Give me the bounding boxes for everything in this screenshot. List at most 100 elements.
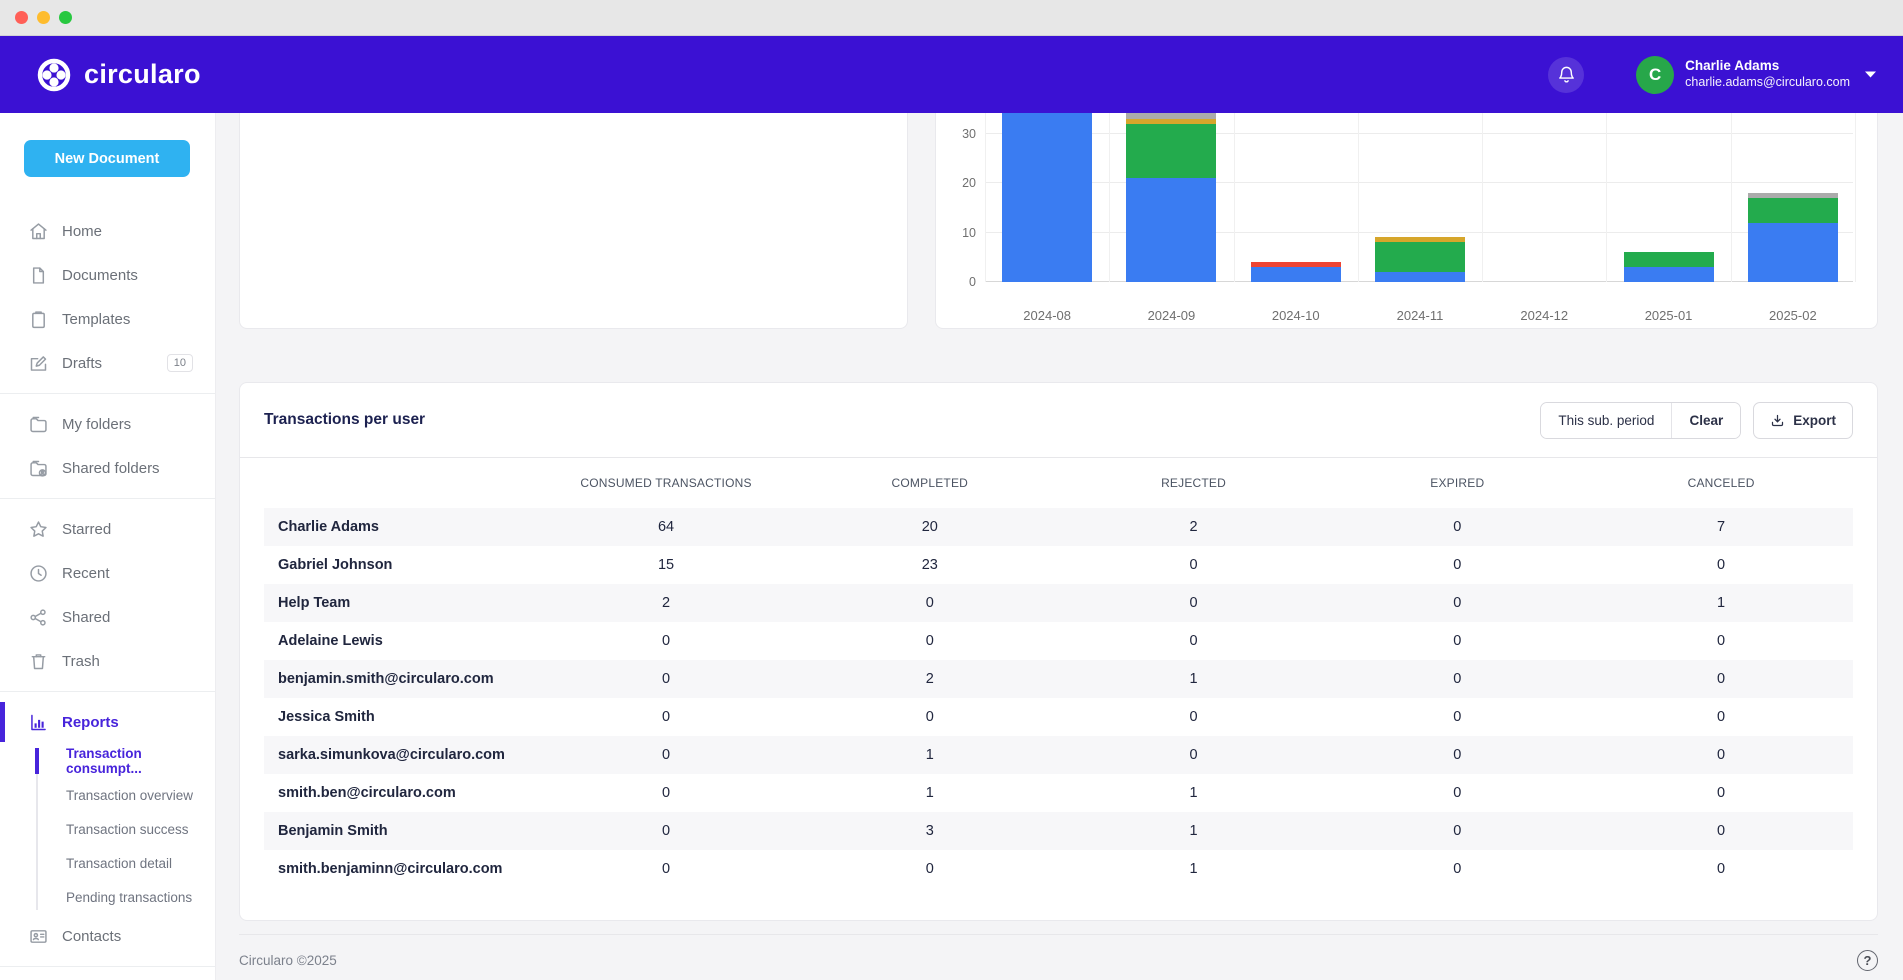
user-avatar[interactable]: C <box>1636 56 1674 94</box>
gridline <box>1482 113 1483 282</box>
bar-segment-green-2025-01[interactable] <box>1624 252 1714 267</box>
value-cell: 20 <box>798 508 1062 546</box>
y-axis-tick-label: 20 <box>962 176 985 190</box>
drafts-count-badge: 10 <box>167 354 193 372</box>
gridline <box>1606 113 1607 282</box>
gridline <box>1234 113 1235 282</box>
close-window-button[interactable] <box>15 11 28 24</box>
sidebar-item-label: Shared <box>62 609 110 626</box>
column-header-consumed-transactions: CONSUMED TRANSACTIONS <box>534 458 798 508</box>
x-axis-label: 2024-12 <box>1482 308 1606 323</box>
export-button[interactable]: Export <box>1753 402 1853 439</box>
bar-segment-blue-2025-02[interactable] <box>1748 223 1838 282</box>
table-row: Benjamin Smith03100 <box>264 812 1853 850</box>
value-cell: 1 <box>798 774 1062 812</box>
bar-segment-green-2024-09[interactable] <box>1126 124 1216 178</box>
table-row: smith.ben@circularo.com01100 <box>264 774 1853 812</box>
value-cell: 0 <box>1589 850 1853 888</box>
sidebar-item-documents[interactable]: Documents <box>0 253 215 297</box>
bar-segment-gray-2024-09[interactable] <box>1126 113 1216 119</box>
value-cell: 0 <box>1589 812 1853 850</box>
reports-subnav: Transaction consumpt...Transaction overv… <box>0 744 215 914</box>
sidebar-item-my-folders[interactable]: My folders <box>0 402 215 446</box>
this-sub-period-button[interactable]: This sub. period <box>1541 403 1671 438</box>
x-axis-label: 2025-01 <box>1606 308 1730 323</box>
bar-segment-gray-2025-02[interactable] <box>1748 193 1838 198</box>
clear-button[interactable]: Clear <box>1671 403 1740 438</box>
value-cell: 0 <box>534 774 798 812</box>
bar-segment-yellow-2024-11[interactable] <box>1375 237 1465 242</box>
notifications-button[interactable] <box>1548 57 1584 93</box>
sidebar-item-shared[interactable]: Shared <box>0 595 215 639</box>
sidebar-divider <box>0 393 215 394</box>
bar-segment-green-2024-11[interactable] <box>1375 242 1465 272</box>
table-row: smith.benjaminn@circularo.com00100 <box>264 850 1853 888</box>
sidebar-item-label: Starred <box>62 521 111 538</box>
sidebar-item-recent[interactable]: Recent <box>0 551 215 595</box>
value-cell: 0 <box>1589 622 1853 660</box>
value-cell: 0 <box>534 622 798 660</box>
bell-icon <box>1557 65 1576 84</box>
x-axis-label: 2024-11 <box>1358 308 1482 323</box>
brand-logo[interactable]: circularo <box>36 57 201 93</box>
sidebar-divider <box>0 691 215 692</box>
sidebar-item-starred[interactable]: Starred <box>0 507 215 551</box>
subnav-item-transaction-detail[interactable]: Transaction detail <box>0 846 215 880</box>
value-cell: 0 <box>1062 546 1326 584</box>
export-label: Export <box>1793 413 1836 428</box>
sidebar-item-trash[interactable]: Trash <box>0 639 215 683</box>
sidebar-item-label: Trash <box>62 653 100 670</box>
gridline <box>985 232 1853 233</box>
sidebar-item-home[interactable]: Home <box>0 209 215 253</box>
sidebar-nav: Home DocumentsTemplates Drafts 10 My folders… <box>0 209 215 967</box>
value-cell: 1 <box>1062 812 1326 850</box>
subnav-item-transaction-success[interactable]: Transaction success <box>0 812 215 846</box>
sidebar-item-label: Drafts <box>62 355 102 372</box>
help-button[interactable]: ? <box>1857 950 1878 971</box>
value-cell: 0 <box>1062 698 1326 736</box>
value-cell: 23 <box>798 546 1062 584</box>
value-cell: 0 <box>1325 812 1589 850</box>
sidebar-item-label: Home <box>62 223 102 240</box>
sidebar-item-reports[interactable]: Reports <box>0 700 215 744</box>
subnav-item-transaction-overview[interactable]: Transaction overview <box>0 778 215 812</box>
value-cell: 0 <box>798 584 1062 622</box>
gridline <box>1855 113 1856 282</box>
bar-segment-blue-2024-10[interactable] <box>1251 267 1341 282</box>
value-cell: 1 <box>798 736 1062 774</box>
sidebar-item-contacts[interactable]: Contacts <box>0 914 215 958</box>
folder-shared-icon <box>28 458 49 479</box>
new-document-button[interactable]: New Document <box>24 140 190 177</box>
value-cell: 0 <box>798 622 1062 660</box>
app-header: circularo C Charlie Adams charlie.adams@… <box>0 36 1903 113</box>
subnav-item-pending-transactions[interactable]: Pending transactions <box>0 880 215 914</box>
copyright-text: Circularo ©2025 <box>239 953 337 968</box>
table-row: Help Team20001 <box>264 584 1853 622</box>
pencil-icon <box>28 353 49 374</box>
circularo-logo-icon <box>36 57 72 93</box>
x-axis-label: 2024-08 <box>985 308 1109 323</box>
chevron-down-icon[interactable] <box>1864 70 1877 79</box>
transactions-table: CONSUMED TRANSACTIONSCOMPLETEDREJECTEDEX… <box>264 458 1853 888</box>
value-cell: 0 <box>1325 508 1589 546</box>
name-column-header <box>264 458 534 508</box>
user-menu[interactable]: Charlie Adams charlie.adams@circularo.co… <box>1685 58 1850 91</box>
bar-segment-blue-2024-08[interactable] <box>1002 113 1092 282</box>
sidebar-item-drafts[interactable]: Drafts 10 <box>0 341 215 385</box>
left-report-card-cropped <box>239 113 908 329</box>
subnav-item-transaction-consumpt[interactable]: Transaction consumpt... <box>0 744 215 778</box>
bar-segment-green-2025-02[interactable] <box>1748 198 1838 223</box>
minimize-window-button[interactable] <box>37 11 50 24</box>
brand-name: circularo <box>84 59 201 90</box>
zoom-window-button[interactable] <box>59 11 72 24</box>
bar-segment-blue-2024-09[interactable] <box>1126 178 1216 282</box>
bar-segment-yellow-2024-09[interactable] <box>1126 119 1216 124</box>
bar-segment-red-2024-10[interactable] <box>1251 262 1341 267</box>
gridline <box>985 133 1853 134</box>
bar-segment-blue-2025-01[interactable] <box>1624 267 1714 282</box>
bar-segment-blue-2024-11[interactable] <box>1375 272 1465 282</box>
sidebar-item-shared-folders[interactable]: Shared folders <box>0 446 215 490</box>
sidebar-item-templates[interactable]: Templates <box>0 297 215 341</box>
y-axis-tick-label: 10 <box>962 226 985 240</box>
value-cell: 3 <box>798 812 1062 850</box>
